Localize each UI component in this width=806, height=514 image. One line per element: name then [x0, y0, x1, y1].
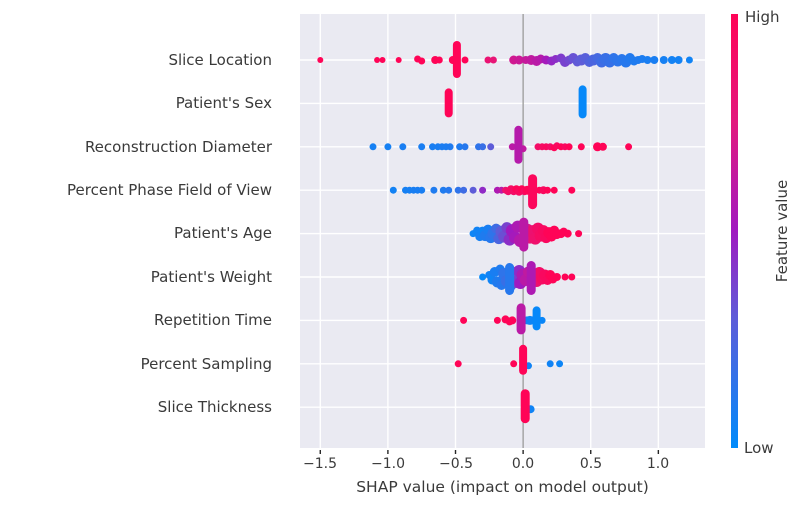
- colorbar: [731, 14, 738, 448]
- colorbar-low-label: Low: [744, 439, 774, 457]
- y-axis-label: Percent Phase Field of View: [67, 181, 272, 199]
- y-axis-label: Slice Location: [168, 51, 272, 69]
- x-axis-title: SHAP value (impact on model output): [356, 478, 649, 496]
- x-tick-label: 0.5: [579, 456, 603, 472]
- x-tick-label: −0.5: [439, 456, 473, 472]
- beeswarm-canvas: [300, 14, 705, 454]
- y-axis-label: Reconstruction Diameter: [84, 138, 272, 156]
- x-tick-label: −1.0: [371, 456, 405, 472]
- plot-area: [300, 14, 705, 454]
- y-axis-label: Patient's Weight: [150, 268, 272, 286]
- x-tick-label: 1.0: [646, 456, 670, 472]
- y-axis-label: Percent Sampling: [140, 355, 272, 373]
- colorbar-title: Feature value: [773, 179, 791, 283]
- x-tick-label: −1.5: [303, 456, 337, 472]
- y-axis-label: Patient's Age: [174, 224, 272, 242]
- colorbar-high-label: High: [745, 8, 780, 26]
- y-axis-label: Patient's Sex: [175, 94, 272, 112]
- y-axis-label: Repetition Time: [154, 311, 272, 329]
- x-tick-label: 0.0: [511, 456, 535, 472]
- y-axis-label: Slice Thickness: [157, 398, 272, 416]
